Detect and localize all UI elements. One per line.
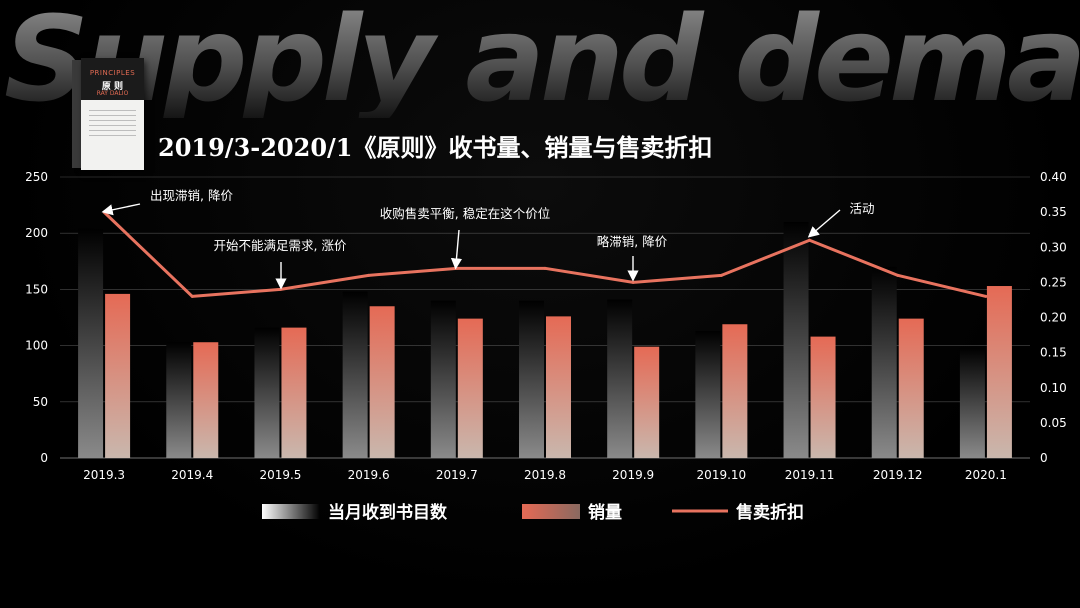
discount-point bbox=[278, 287, 282, 291]
y-right-tick-label: 0 bbox=[1040, 451, 1048, 465]
annotation-arrow bbox=[101, 203, 141, 216]
bar-received bbox=[78, 228, 104, 458]
discount-point bbox=[543, 266, 547, 270]
discount-point bbox=[367, 273, 371, 277]
annotation-arrow bbox=[807, 209, 841, 238]
bar-received bbox=[519, 300, 544, 458]
y-left-tick-label: 0 bbox=[40, 451, 48, 465]
book-title-en: PRINCIPLES bbox=[89, 69, 136, 77]
y-right-tick-label: 0.20 bbox=[1040, 311, 1067, 325]
bar-sales bbox=[898, 318, 924, 458]
x-tick-label: 2020.1 bbox=[965, 468, 1007, 482]
y-right-tick-label: 0.05 bbox=[1040, 416, 1067, 430]
legend-swatch bbox=[262, 504, 320, 519]
chart-title: 2019/3-2020/1《原则》收书量、销量与售卖折扣 bbox=[158, 133, 713, 162]
discount-point bbox=[984, 294, 988, 298]
bar-received bbox=[959, 347, 985, 458]
annotation-arrow bbox=[450, 229, 463, 270]
book-author: RAY DALIO bbox=[96, 90, 129, 97]
axes: 0 50 100 150 200 250 0 0.05 0.10 0.15 0.20 0.25 0.30… bbox=[25, 170, 1067, 482]
bar-sales bbox=[634, 346, 660, 458]
bars bbox=[78, 221, 1012, 458]
y-right-tick-label: 0.25 bbox=[1040, 275, 1067, 289]
y-left-tick-label: 100 bbox=[25, 339, 48, 353]
bar-sales bbox=[986, 286, 1012, 458]
y-left-tick-label: 150 bbox=[25, 282, 48, 296]
discount-point bbox=[631, 280, 635, 284]
discount-point bbox=[808, 238, 812, 242]
y-right-tick-label: 0.35 bbox=[1040, 205, 1067, 219]
discount-point bbox=[896, 273, 900, 277]
book-spine bbox=[72, 60, 81, 168]
bar-sales bbox=[369, 306, 395, 458]
x-tick-label: 2019.12 bbox=[873, 468, 923, 482]
bar-received bbox=[254, 327, 280, 458]
background-title: Supply and demand bbox=[4, 0, 1080, 118]
annotation-label: 略滞销, 降价 bbox=[597, 234, 668, 249]
bar-received bbox=[607, 299, 633, 458]
bar-sales bbox=[546, 316, 571, 458]
x-tick-label: 2019.7 bbox=[436, 468, 478, 482]
annotation-label: 开始不能满足需求, 涨价 bbox=[214, 238, 347, 253]
y-right-tick-label: 0.30 bbox=[1040, 240, 1067, 254]
annotation-label: 出现滞销, 降价 bbox=[150, 188, 233, 203]
x-tick-label: 2019.6 bbox=[348, 468, 390, 482]
x-tick-label: 2019.4 bbox=[171, 468, 213, 482]
bar-sales bbox=[281, 327, 307, 458]
y-left-tick-label: 200 bbox=[25, 226, 48, 240]
bar-received bbox=[871, 266, 897, 458]
bar-received bbox=[695, 330, 721, 458]
annotation-label: 收购售卖平衡, 稳定在这个价位 bbox=[380, 206, 550, 221]
y-left-tick-label: 50 bbox=[33, 395, 48, 409]
x-tick-label: 2019.8 bbox=[524, 468, 566, 482]
discount-point bbox=[719, 273, 723, 277]
annotation-label: 活动 bbox=[849, 201, 874, 216]
x-tick-label: 2019.3 bbox=[83, 468, 125, 482]
bar-sales bbox=[722, 324, 748, 458]
discount-point bbox=[455, 266, 459, 270]
bar-received bbox=[166, 342, 192, 458]
discount-line-path bbox=[103, 211, 987, 298]
legend-label: 售卖折扣 bbox=[736, 502, 804, 523]
bar-received bbox=[430, 300, 456, 458]
x-tick-label: 2019.10 bbox=[697, 468, 747, 482]
bar-sales bbox=[193, 342, 219, 458]
book-cover-image: PRINCIPLES 原 则 RAY DALIO bbox=[72, 58, 144, 170]
x-tick-label: 2019.9 bbox=[612, 468, 654, 482]
discount-point bbox=[190, 294, 194, 298]
bar-received bbox=[342, 291, 368, 458]
legend-label: 当月收到书目数 bbox=[328, 502, 448, 523]
y-right-tick-label: 0.15 bbox=[1040, 346, 1067, 360]
book-title-cn: 原 则 bbox=[101, 82, 124, 92]
bar-sales bbox=[810, 336, 836, 458]
legend-label: 销量 bbox=[588, 502, 622, 523]
grid bbox=[60, 176, 1030, 459]
discount-point bbox=[102, 210, 106, 214]
discount-line bbox=[102, 210, 988, 298]
legend: 当月收到书目数 销量 售卖折扣 bbox=[262, 502, 804, 523]
bar-received bbox=[783, 221, 809, 458]
bar-sales bbox=[457, 318, 483, 458]
legend-swatch bbox=[522, 504, 580, 519]
bar-sales bbox=[105, 293, 131, 458]
x-tick-label: 2019.11 bbox=[785, 468, 835, 482]
y-left-tick-label: 250 bbox=[25, 170, 48, 184]
x-tick-label: 2019.5 bbox=[259, 468, 301, 482]
y-right-tick-label: 0.10 bbox=[1040, 381, 1067, 395]
y-right-tick-label: 0.40 bbox=[1040, 170, 1067, 184]
book-cover: PRINCIPLES 原 则 RAY DALIO bbox=[81, 58, 144, 170]
